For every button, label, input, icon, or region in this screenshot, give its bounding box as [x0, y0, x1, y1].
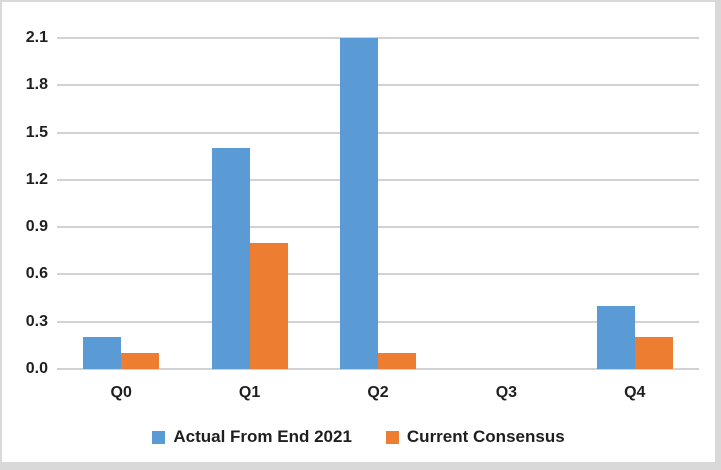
legend-label-actual-from-end-2021: Actual From End 2021 — [173, 427, 352, 446]
bar-actual-q1 — [211, 148, 250, 369]
y-axis-tick-label: 0.0 — [25, 360, 48, 377]
gridline — [57, 368, 699, 370]
y-axis-tick-label: 2.1 — [25, 29, 48, 46]
legend: Actual From End 2021 Current Consensus — [2, 427, 715, 447]
legend-item-actual-from-end-2021: Actual From End 2021 — [152, 427, 352, 447]
legend-label-current-consensus: Current Consensus — [406, 427, 565, 446]
gridline — [57, 226, 699, 229]
legend-swatch-orange — [385, 430, 399, 444]
y-axis-tick-label: 0.9 — [25, 218, 48, 236]
bar-consensus-q4 — [634, 337, 673, 369]
y-axis-tick-label: 1.5 — [25, 123, 48, 141]
y-axis-tick-label: 1.8 — [25, 76, 48, 94]
y-axis-tick-label: 0.6 — [25, 265, 48, 283]
gridline — [57, 320, 699, 323]
gridline — [57, 84, 699, 87]
x-axis-tick-label: Q0 — [110, 384, 132, 401]
gridline — [57, 37, 699, 39]
x-axis-tick-label: Q3 — [495, 384, 518, 401]
bar-actual-q0 — [83, 337, 122, 369]
x-axis-tick-label: Q1 — [238, 384, 261, 401]
legend-item-current-consensus: Current Consensus — [385, 427, 565, 447]
bar-consensus-q1 — [249, 242, 288, 369]
x-axis-tick-label: Q4 — [624, 384, 646, 401]
gridline — [57, 131, 699, 134]
bar-consensus-q0 — [121, 353, 160, 369]
gridline — [57, 178, 699, 181]
bar-actual-q4 — [596, 305, 635, 369]
gridline — [57, 273, 699, 276]
bar-chart: 0.0 0.3 0.6 0.9 1.2 1.5 1.8 2.1 Q0 Q1 Q2 Q3 Q4 Actu… — [2, 2, 715, 462]
legend-swatch-blue — [152, 430, 166, 444]
x-axis-tick-label: Q2 — [367, 384, 389, 401]
y-axis-tick-label: 0.3 — [25, 312, 48, 330]
bar-consensus-q2 — [378, 353, 416, 369]
y-axis-tick-label: 1.2 — [25, 170, 48, 188]
bar-actual-q2 — [340, 38, 378, 369]
